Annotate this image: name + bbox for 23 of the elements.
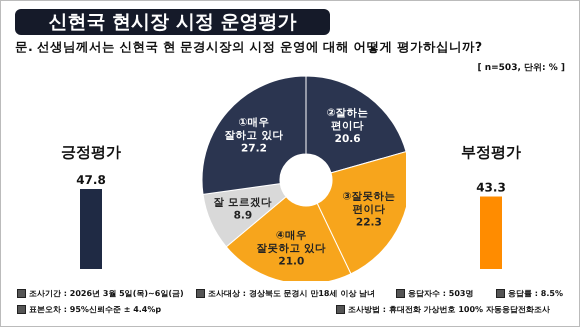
text: 조사대상 : 경상북도 문경시 만18세 이상 남녀: [208, 288, 376, 299]
chart-title: 신현국 현시장 시정 운영평가: [15, 9, 330, 35]
data-label: 47.8: [76, 173, 106, 187]
text: 응답자수 : 503명: [408, 288, 474, 299]
text: 조사방법 : 휴대전화 가상번호 100% 자동응답전화조사: [348, 304, 550, 315]
data-label: 8.9: [234, 210, 252, 222]
data-label: 43.3: [476, 180, 506, 195]
slice-label: ④매우 잘못하고 있다: [256, 229, 326, 254]
slice-label: ②잘하는 편이다: [326, 106, 369, 132]
text: 응답률 : 8.5%: [508, 288, 563, 299]
x-tick-label: 긍정평가: [61, 143, 121, 161]
slice-label: ③잘못하는 편이다: [342, 190, 396, 216]
chart-subtitle: 문. 선생님께서는 신현국 현 문경시장의 시정 운영에 대해 어떻게 평가하십니까?: [15, 39, 482, 56]
data-label: 27.2: [240, 142, 267, 155]
text: 조사기간 : 2026년 3월 5일(목)~6일(금): [29, 288, 184, 299]
text: 표본오차 : 95%신뢰수준 ± 4.4%p: [29, 304, 162, 315]
data-label: 22.3: [356, 216, 382, 228]
slice-label: 잘 모르겠다: [214, 196, 272, 208]
data-label: 20.6: [334, 132, 361, 145]
slice-label: ①매우 잘하고 있다: [224, 116, 284, 142]
text: [ n=503, 단위: % ]: [477, 62, 565, 74]
x-tick-label: 부정평가: [461, 143, 521, 161]
data-label: 21.0: [278, 255, 304, 268]
